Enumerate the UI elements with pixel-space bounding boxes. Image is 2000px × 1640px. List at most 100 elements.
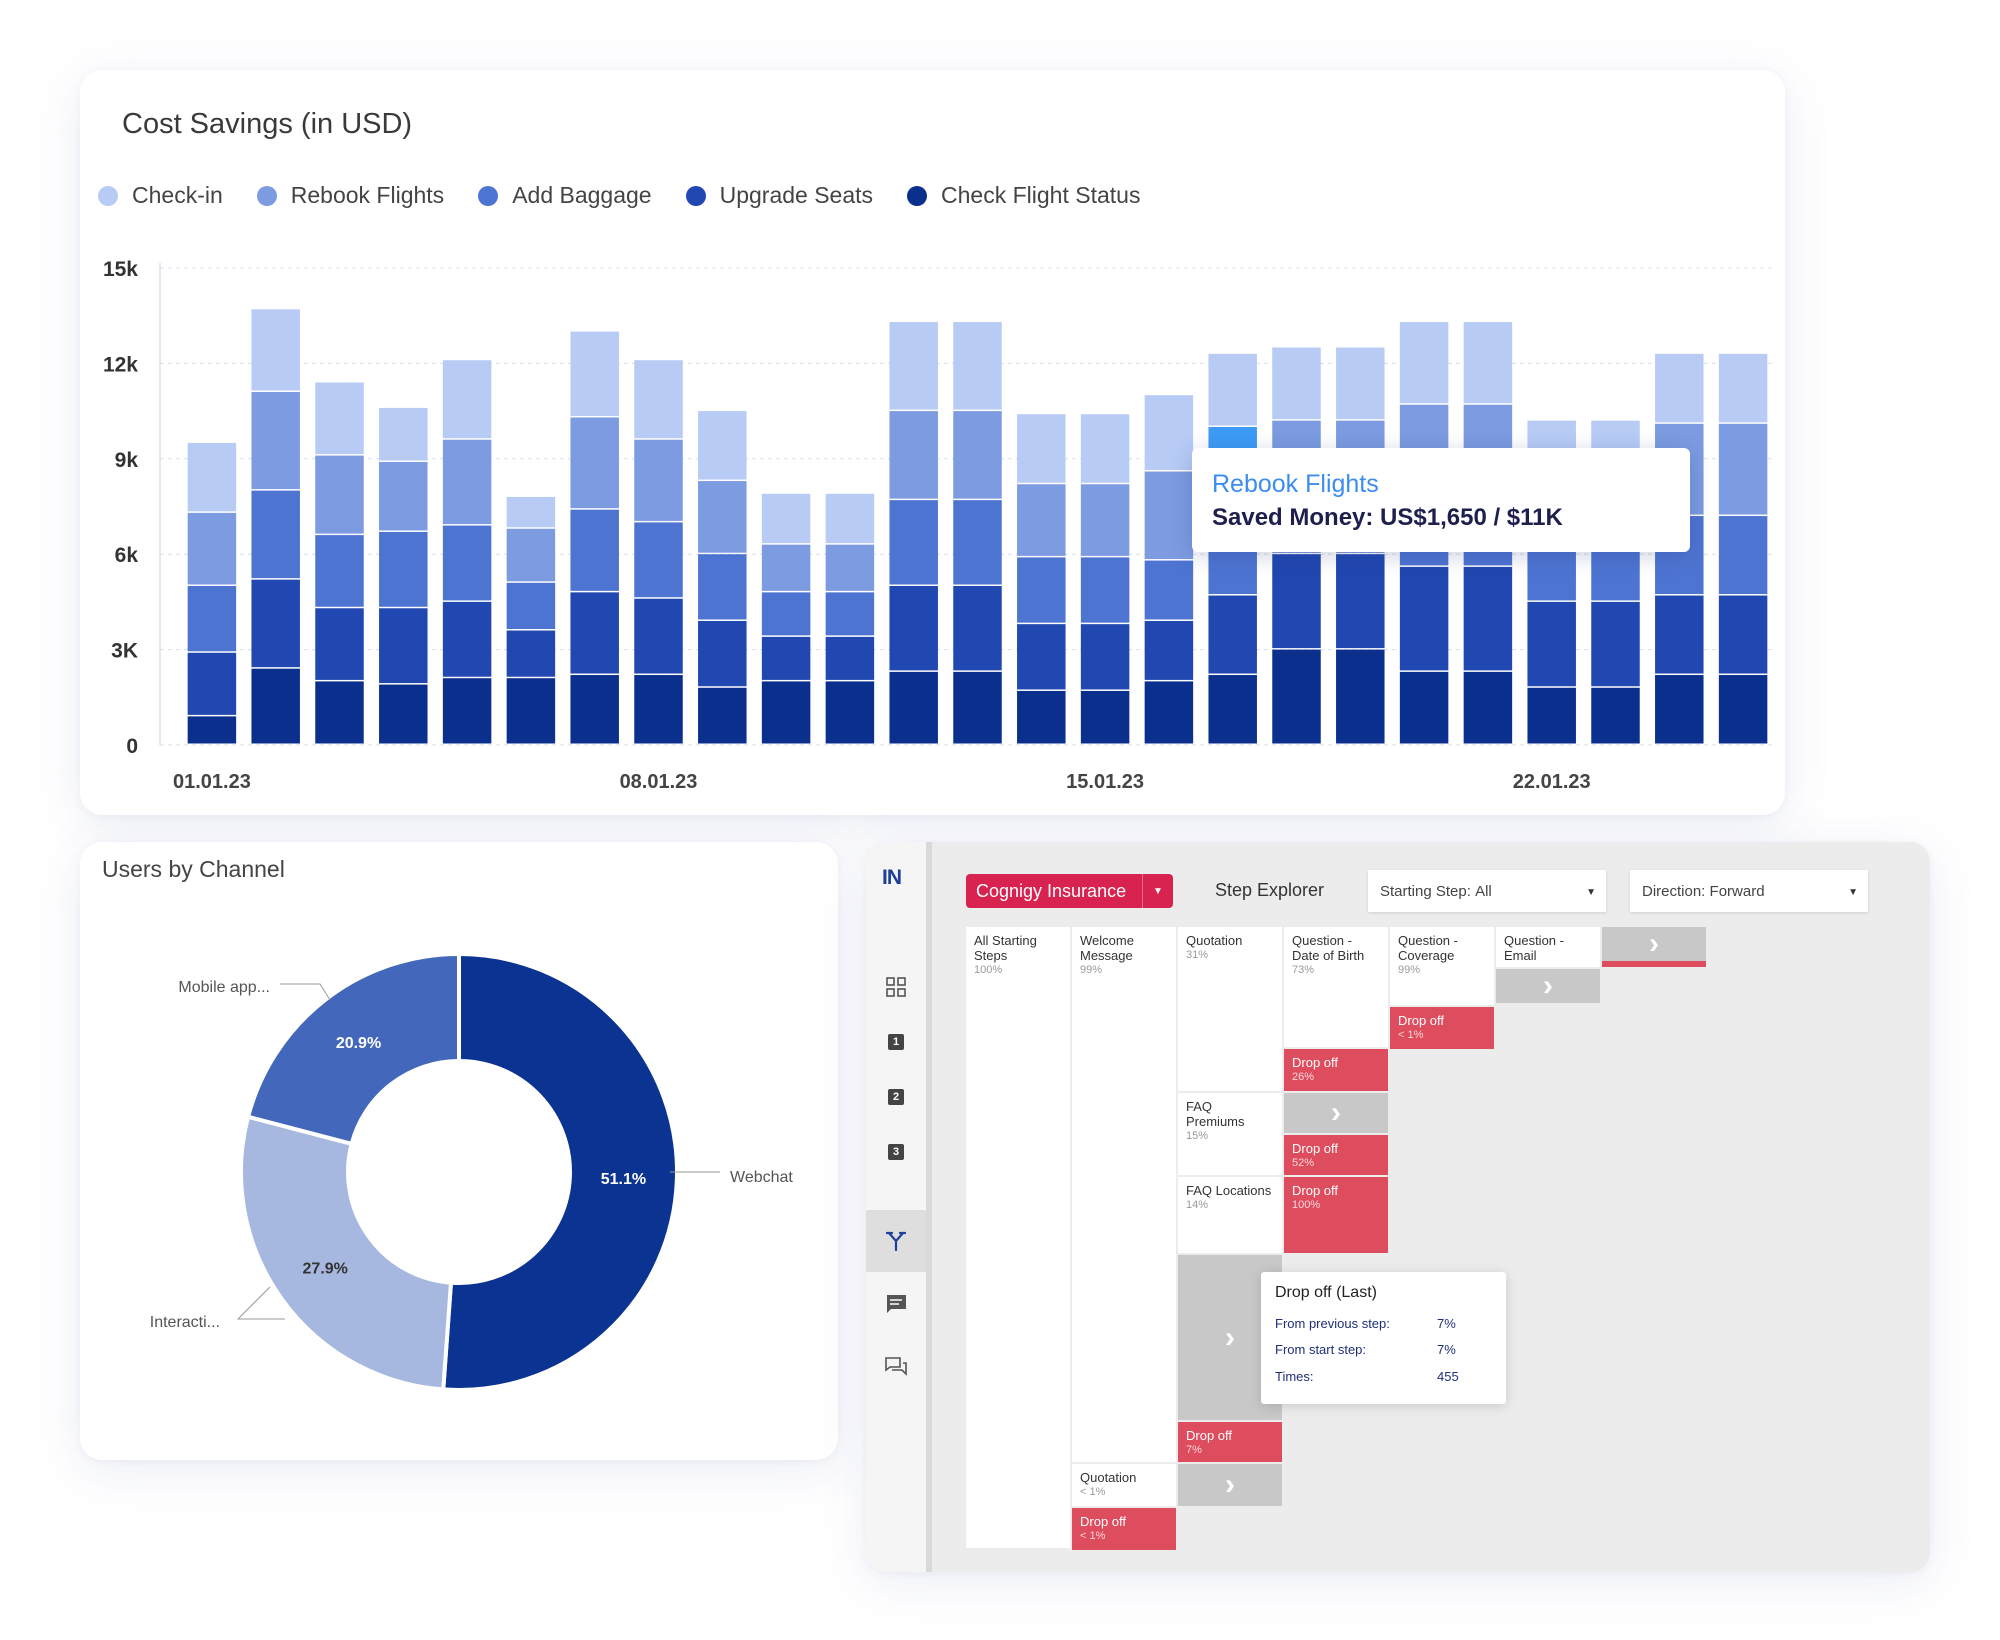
bar-segment[interactable] (442, 601, 492, 677)
bar-segment[interactable] (1718, 353, 1768, 423)
bar-segment[interactable] (825, 636, 875, 680)
bar-segment[interactable] (1527, 687, 1576, 744)
bar-segment[interactable] (761, 681, 811, 744)
bar-segment[interactable] (953, 671, 1002, 744)
dropoff-coverage[interactable]: Drop off < 1% (1390, 1007, 1494, 1049)
bar-segment[interactable] (1208, 595, 1257, 674)
bar-segment[interactable] (1144, 620, 1194, 680)
bar-segment[interactable] (379, 608, 428, 684)
bar-segment[interactable] (506, 528, 556, 582)
bar-segment[interactable] (634, 439, 683, 521)
bar-segment[interactable] (1272, 554, 1321, 649)
legend-item[interactable]: Check Flight Status (907, 182, 1140, 209)
bar-segment[interactable] (1017, 557, 1066, 623)
bar-segment[interactable] (634, 675, 683, 744)
bar-segment[interactable] (1080, 557, 1130, 623)
dropoff-welcome[interactable]: Drop off < 1% (1072, 1508, 1176, 1550)
bar-segment[interactable] (1208, 675, 1257, 744)
bar-segment[interactable] (379, 407, 428, 461)
bar-segment[interactable] (315, 608, 364, 680)
bar-segment[interactable] (379, 684, 428, 744)
bar-segment[interactable] (1017, 414, 1066, 483)
branch-icon[interactable] (883, 1228, 909, 1254)
bar-segment[interactable] (825, 592, 875, 636)
step-faq-locations[interactable]: FAQ Locations 14% (1178, 1177, 1282, 1253)
bar-segment[interactable] (251, 309, 300, 391)
bar-segment[interactable] (1080, 624, 1130, 690)
bar-segment[interactable] (1463, 322, 1513, 404)
step-three-icon[interactable]: 3 (883, 1139, 909, 1165)
bar-segment[interactable] (698, 554, 747, 620)
bar-segment[interactable] (953, 586, 1002, 671)
step-date-of-birth[interactable]: Question - Date of Birth 73% (1284, 927, 1388, 984)
step-faq-premiums[interactable]: FAQ Premiums 15% (1178, 1093, 1282, 1175)
bar-segment[interactable] (1080, 484, 1130, 556)
bar-segment[interactable] (442, 678, 492, 744)
bar-segment[interactable] (1399, 566, 1449, 671)
legend-item[interactable]: Upgrade Seats (685, 182, 873, 209)
bar-segment[interactable] (570, 509, 619, 591)
bar-segment[interactable] (315, 382, 364, 455)
bar-segment[interactable] (953, 411, 1002, 499)
donut-slice[interactable] (245, 951, 461, 1147)
bar-segment[interactable] (315, 681, 364, 744)
expand-premiums-arrow[interactable]: › (1284, 1093, 1388, 1133)
bar-segment[interactable] (1399, 671, 1449, 744)
bar-segment[interactable] (1144, 471, 1194, 560)
bar-segment[interactable] (570, 592, 619, 674)
bar-segment[interactable] (889, 411, 938, 499)
bar-segment[interactable] (1718, 675, 1768, 744)
bar-segment[interactable] (442, 439, 492, 525)
bar-segment[interactable] (1336, 347, 1385, 420)
expand-next-arrow[interactable]: › (1602, 927, 1706, 961)
step-email[interactable]: Question - Email (1496, 927, 1600, 969)
bar-segment[interactable] (761, 493, 811, 544)
bar-segment[interactable] (1017, 484, 1066, 556)
dropoff-date-of-birth[interactable]: Drop off 26% (1284, 1049, 1388, 1091)
bar-segment[interactable] (1272, 347, 1321, 420)
bot-selector[interactable]: Cognigy Insurance ▼ (966, 874, 1173, 908)
bar-segment[interactable] (1144, 560, 1194, 620)
bar-segment[interactable] (1718, 516, 1768, 595)
step-quotation-2[interactable]: Quotation < 1% (1072, 1464, 1176, 1506)
legend-item[interactable]: Add Baggage (478, 182, 652, 209)
bar-segment[interactable] (1017, 690, 1066, 744)
bar-segment[interactable] (1527, 601, 1576, 687)
step-quotation[interactable]: Quotation 31% (1178, 927, 1282, 969)
expand-email-arrow[interactable]: › (1496, 969, 1600, 1003)
donut-slice[interactable] (239, 1114, 454, 1392)
step-welcome-message[interactable]: Welcome Message 99% (1072, 927, 1176, 984)
bar-segment[interactable] (889, 671, 938, 744)
bar-segment[interactable] (634, 360, 683, 439)
bar-segment[interactable] (1080, 690, 1130, 744)
bar-segment[interactable] (251, 490, 300, 579)
message-icon[interactable] (883, 1291, 909, 1317)
grid-icon[interactable] (883, 974, 909, 1000)
direction-select[interactable]: Direction: Forward ▼ (1630, 870, 1868, 912)
bar-segment[interactable] (1463, 671, 1513, 744)
bar-segment[interactable] (889, 500, 938, 585)
bar-segment[interactable] (825, 544, 875, 591)
bar-segment[interactable] (761, 636, 811, 680)
bar-segment[interactable] (187, 586, 237, 652)
bar-segment[interactable] (570, 675, 619, 744)
bar-segment[interactable] (187, 512, 237, 585)
bar-segment[interactable] (1208, 353, 1257, 426)
bar-segment[interactable] (506, 496, 556, 528)
bar-segment[interactable] (1017, 624, 1066, 690)
step-two-icon[interactable]: 2 (883, 1084, 909, 1110)
legend-item[interactable]: Rebook Flights (256, 182, 444, 209)
bar-segment[interactable] (1080, 414, 1130, 483)
bar-segment[interactable] (889, 586, 938, 671)
bar-segment[interactable] (506, 630, 556, 677)
bar-segment[interactable] (1718, 423, 1768, 515)
bar-segment[interactable] (761, 544, 811, 591)
bar-segment[interactable] (889, 322, 938, 410)
bar-segment[interactable] (698, 620, 747, 687)
bar-segment[interactable] (825, 493, 875, 544)
bar-segment[interactable] (187, 652, 237, 715)
bar-segment[interactable] (698, 481, 747, 553)
bar-segment[interactable] (251, 392, 300, 490)
bar-segment[interactable] (442, 525, 492, 601)
bar-segment[interactable] (1591, 687, 1640, 744)
